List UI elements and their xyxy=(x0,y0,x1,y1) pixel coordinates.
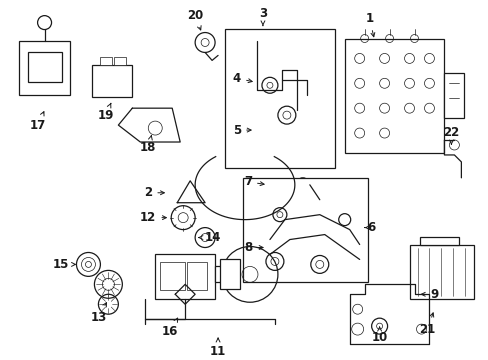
Bar xyxy=(408,244,473,299)
Bar xyxy=(220,260,240,289)
Text: 19: 19 xyxy=(97,103,113,122)
Text: 8: 8 xyxy=(244,241,263,254)
Bar xyxy=(155,255,215,299)
Bar xyxy=(224,28,334,168)
Bar xyxy=(243,178,367,282)
Bar xyxy=(344,39,444,153)
Bar xyxy=(92,66,132,97)
Text: 21: 21 xyxy=(419,313,435,336)
Text: 4: 4 xyxy=(232,72,252,85)
Text: 17: 17 xyxy=(29,112,45,132)
Bar xyxy=(160,262,185,290)
Text: 1: 1 xyxy=(365,12,374,37)
Bar xyxy=(187,262,207,290)
Text: 15: 15 xyxy=(52,258,75,271)
Bar xyxy=(215,266,224,282)
Text: 5: 5 xyxy=(232,123,251,136)
Text: 9: 9 xyxy=(421,288,438,301)
Bar xyxy=(444,73,464,118)
Bar xyxy=(114,58,126,66)
Text: 13: 13 xyxy=(90,303,106,324)
Text: 10: 10 xyxy=(371,327,387,343)
Text: 20: 20 xyxy=(186,9,203,30)
Bar xyxy=(27,53,61,82)
Bar xyxy=(419,237,458,244)
Text: 6: 6 xyxy=(364,221,375,234)
Text: 11: 11 xyxy=(209,338,226,357)
Text: 12: 12 xyxy=(140,211,166,224)
Text: 14: 14 xyxy=(199,231,221,244)
Bar xyxy=(19,41,70,95)
Text: 2: 2 xyxy=(144,186,164,199)
Text: 3: 3 xyxy=(258,7,266,26)
Text: 7: 7 xyxy=(244,175,264,188)
Bar xyxy=(100,58,112,66)
Text: 16: 16 xyxy=(162,318,178,338)
Text: 22: 22 xyxy=(443,126,459,144)
Text: 18: 18 xyxy=(140,136,156,154)
